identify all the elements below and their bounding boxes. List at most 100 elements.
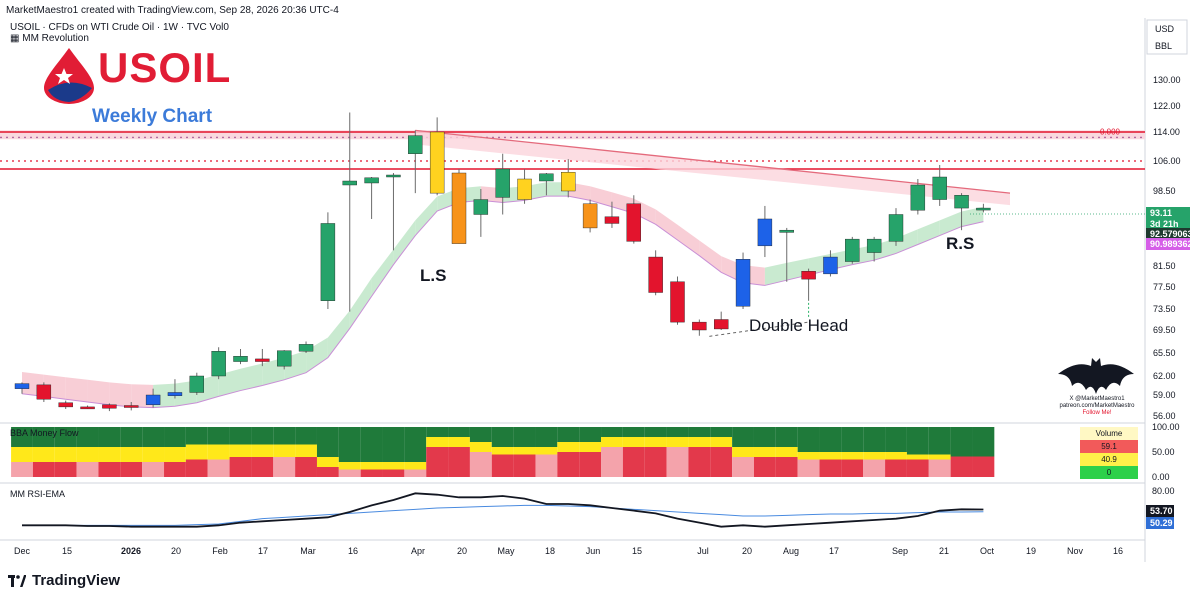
volume-legend-neutral: 40.9 [1080, 453, 1138, 466]
volume-bull-bar [76, 427, 99, 447]
ma-band-segment [699, 240, 722, 273]
candle-body [910, 184, 926, 211]
volume-legend-bear: 59.1 [1080, 440, 1138, 453]
rsi-line [22, 492, 984, 528]
symbol-line[interactable]: USOIL · CFDs on WTI Crude Oil · 1W · TVC… [10, 22, 229, 33]
volume-bear-bar [469, 452, 492, 477]
fib-label: 0.000 [1100, 128, 1121, 137]
rsi-panel-title[interactable]: MM RSI-EMA [10, 489, 65, 499]
volume-neutral-bar [688, 437, 711, 447]
volume-bear-bar [928, 459, 951, 477]
volume-bull-bar [229, 427, 252, 445]
volume-bear-bar [841, 459, 864, 477]
candle-body [36, 384, 52, 400]
volume-neutral-bar [382, 462, 405, 470]
volume-neutral-bar [841, 452, 864, 460]
volume-bull-bar [142, 427, 165, 447]
volume-legend-bull: 0 [1080, 466, 1138, 479]
volume-bear-bar [601, 447, 623, 477]
time-axis-label: 20 [457, 546, 467, 556]
candle-body [801, 271, 816, 280]
candle-body [845, 238, 860, 262]
ma-band-segment [655, 209, 678, 241]
last-price-badge: 93.11 [1150, 208, 1172, 218]
candle-body [14, 383, 30, 389]
ma-band-segment [939, 211, 962, 236]
time-axis-label: 21 [939, 546, 949, 556]
volume-neutral-bar [404, 462, 427, 470]
oil-drop-logo-icon [44, 48, 94, 104]
countdown-badge: 3d 21h [1150, 219, 1179, 229]
volume-scale-label: 0.00 [1152, 472, 1170, 482]
volume-bear-bar [775, 457, 798, 477]
volume-bull-bar [644, 427, 667, 437]
candle-body [823, 256, 838, 275]
candle-body [517, 178, 532, 200]
price-tick-label: 65.50 [1153, 348, 1176, 358]
annotation-right-shoulder: R.S [946, 234, 975, 253]
candle-body [102, 404, 117, 409]
volume-bear-bar [710, 447, 733, 477]
volume-bear-bar [448, 447, 470, 477]
volume-neutral-bar [863, 452, 886, 460]
volume-bear-bar [579, 452, 602, 477]
volume-bear-bar [98, 462, 121, 477]
volume-neutral-bar [622, 437, 645, 447]
candle-body [714, 319, 729, 330]
candle-body [692, 321, 707, 331]
ma-value-badge-bg [1146, 228, 1190, 240]
time-axis-label: May [497, 546, 515, 556]
candle-body [976, 207, 991, 211]
volume-bear-bar [32, 462, 55, 477]
candle-body [364, 177, 379, 184]
volume-bear-bar [666, 447, 689, 477]
volume-bear-bar [426, 447, 449, 477]
ma-band-segment [327, 310, 350, 358]
ma2-value-badge-bg [1146, 238, 1190, 250]
rsi-ema-line [22, 504, 984, 526]
volume-bull-bar [666, 427, 689, 437]
candle-body [757, 218, 773, 247]
volume-bear-bar [513, 454, 536, 477]
volume-bull-bar [98, 427, 121, 447]
volume-neutral-bar [32, 447, 55, 462]
volume-bear-bar [185, 459, 208, 477]
countdown-badge-bg [1146, 218, 1190, 230]
volume-legend-title: Volume [1080, 427, 1138, 440]
volume-bear-bar [207, 459, 230, 477]
price-tick-label: 62.00 [1153, 371, 1176, 381]
volume-bull-bar [579, 427, 602, 442]
volume-bull-bar [535, 427, 558, 447]
volume-bull-bar [688, 427, 711, 437]
volume-neutral-bar [164, 447, 186, 462]
ma-band-segment [764, 262, 787, 286]
tradingview-brand[interactable]: TradingView [32, 572, 121, 589]
price-tick-label: 77.50 [1153, 282, 1176, 292]
volume-neutral-bar [469, 442, 492, 452]
volume-legend: Volume 59.1 40.9 0 [1080, 427, 1138, 479]
price-unit-top: USD [1155, 24, 1175, 34]
watermark-text: X @MarketMaestro1 patreon.com/MarketMaes… [1052, 396, 1142, 417]
volume-bear-bar [404, 469, 427, 477]
rsi-value-badge-bg [1146, 505, 1174, 517]
volume-neutral-bar [513, 447, 536, 455]
indicator-line[interactable]: ▦ MM Revolution [10, 33, 89, 44]
bat-watermark-icon [1056, 356, 1136, 416]
volume-panel-title[interactable]: BBA Money Flow [10, 428, 79, 438]
volume-neutral-bar [775, 447, 798, 457]
volume-bull-bar [491, 427, 514, 447]
volume-neutral-bar [644, 437, 667, 447]
volume-bear-bar [622, 447, 645, 477]
volume-bear-bar [950, 456, 973, 477]
volume-bull-bar [819, 427, 842, 452]
volume-bull-bar [710, 427, 733, 437]
volume-bear-bar [753, 457, 776, 477]
volume-bull-bar [120, 427, 143, 447]
time-axis-label: 15 [62, 546, 72, 556]
volume-bull-bar [775, 427, 798, 447]
price-tick-label: 114.00 [1153, 127, 1180, 137]
volume-bull-bar [382, 427, 405, 462]
ma-band-segment [65, 377, 88, 402]
candle-body [670, 281, 685, 323]
volume-bear-bar [295, 457, 317, 477]
